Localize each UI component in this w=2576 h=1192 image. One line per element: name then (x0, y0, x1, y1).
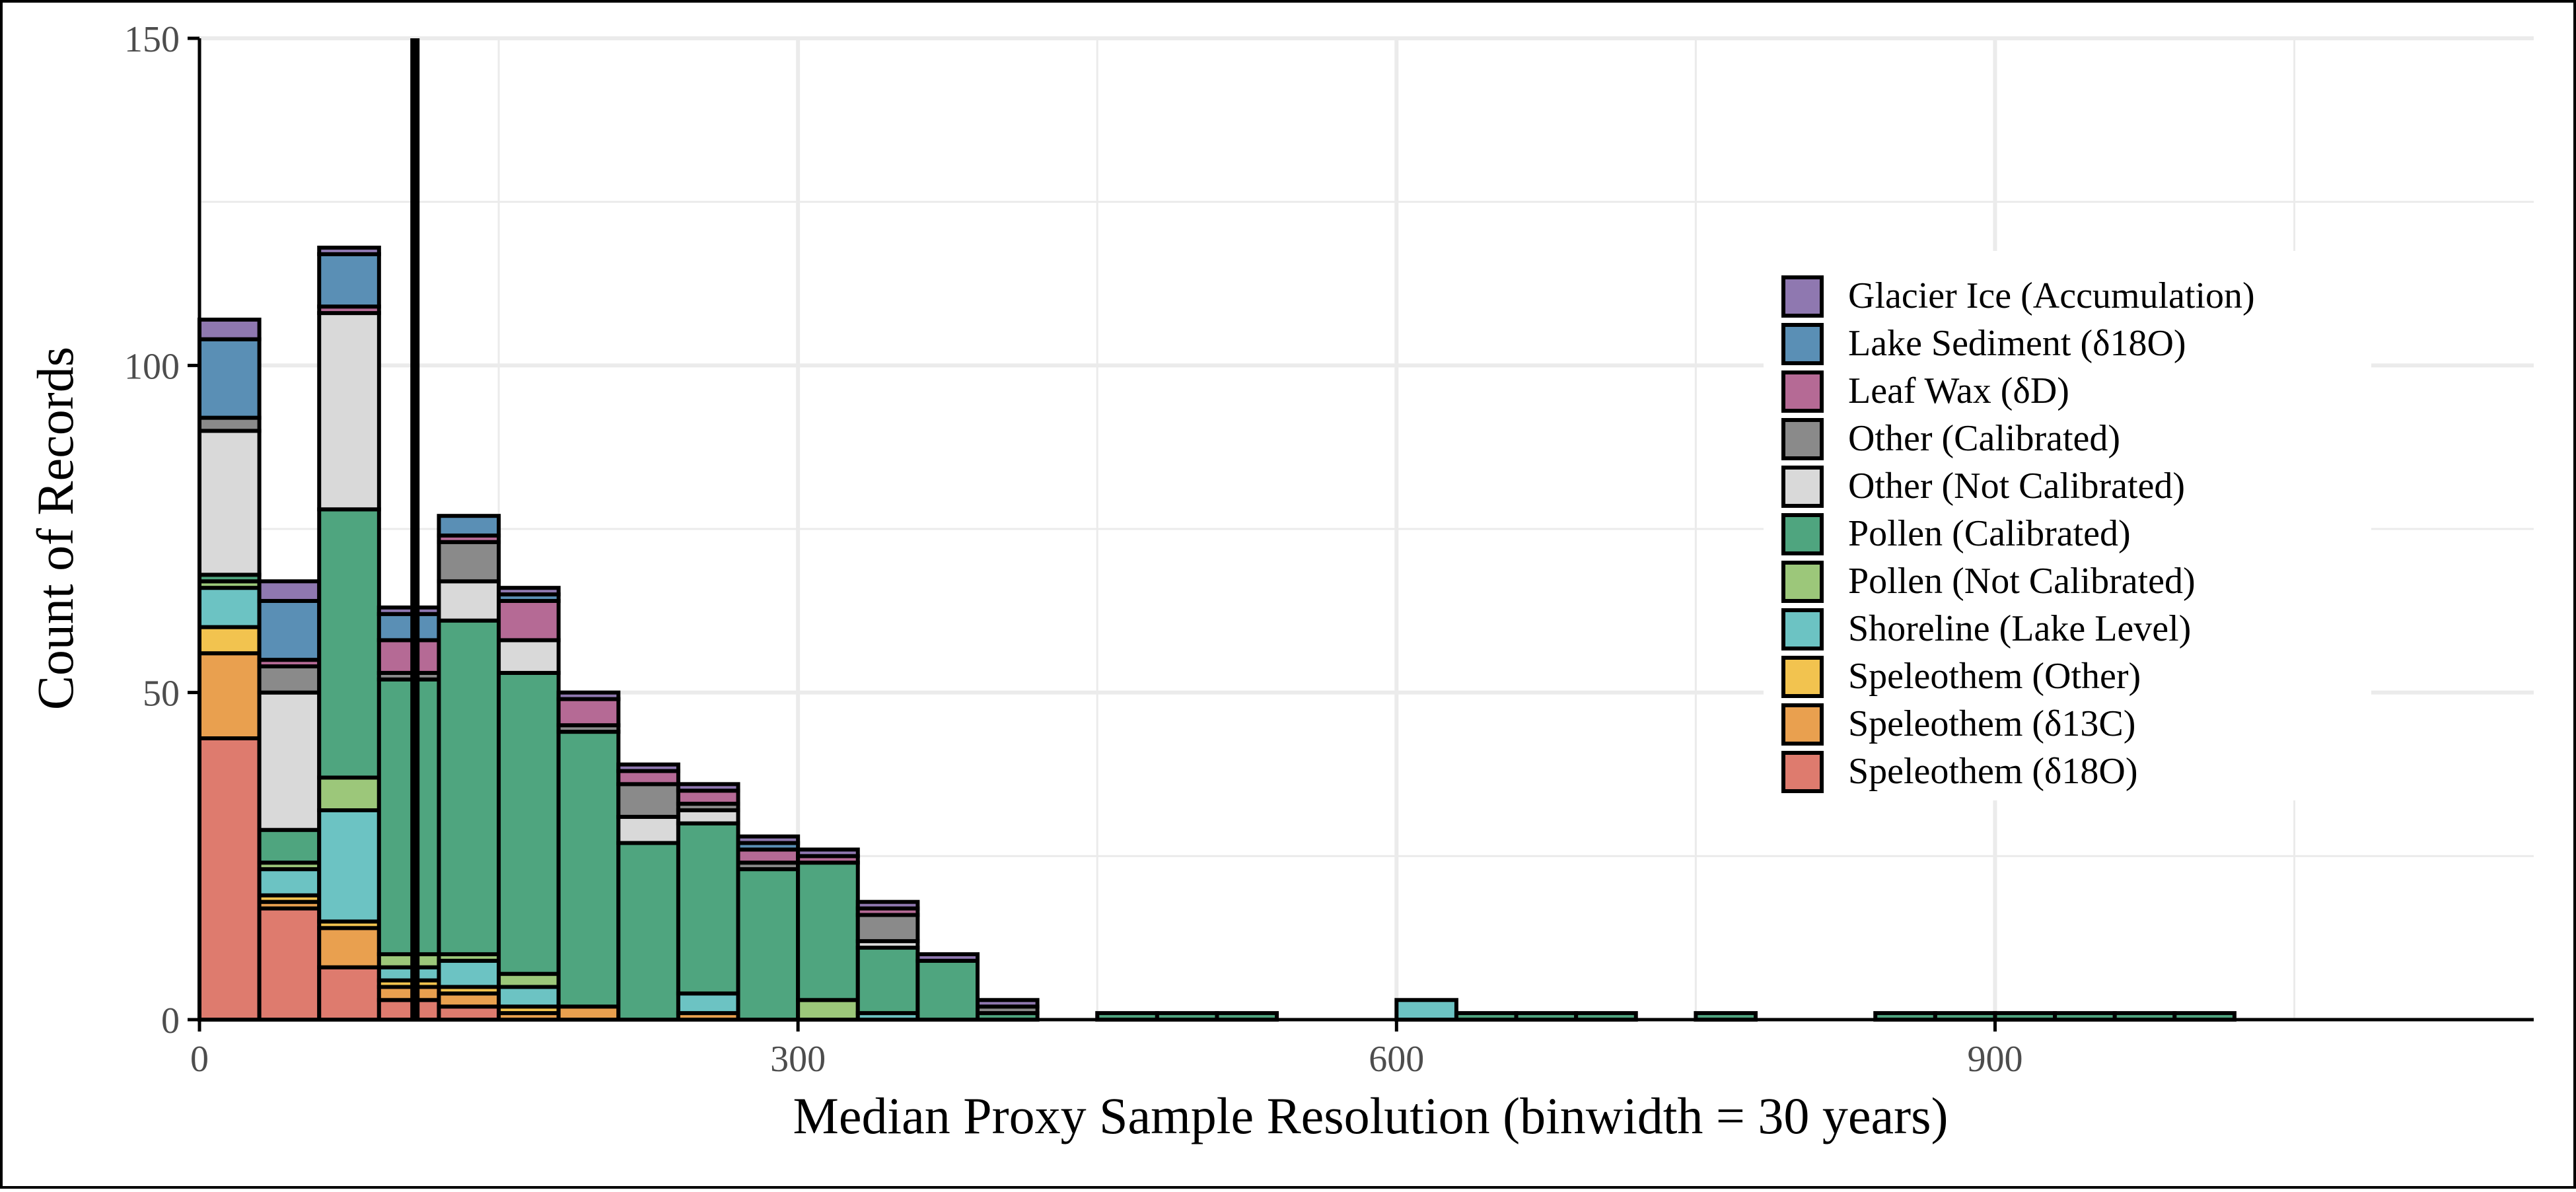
bar-segment (676, 991, 740, 1016)
legend-background (1764, 251, 2371, 800)
x-tick-label: 600 (1369, 1039, 1424, 1080)
legend-swatch (1781, 751, 1824, 793)
bar-segment (497, 670, 561, 976)
bar-segment (556, 730, 621, 1009)
legend-label: Shoreline (Lake Level) (1848, 608, 2191, 649)
legend-label: Other (Calibrated) (1848, 418, 2120, 459)
bar-segment (317, 965, 381, 1022)
x-tick-label: 0 (190, 1039, 209, 1080)
bar-segment (257, 664, 322, 695)
bar-segment (317, 775, 381, 812)
y-tick-label: 50 (143, 674, 180, 715)
bar-segment (437, 958, 501, 989)
bar-segment (197, 429, 262, 577)
bar-segment (855, 899, 920, 911)
legend-label: Lake Sediment (δ18O) (1848, 323, 2186, 364)
legend-label: Speleothem (δ13C) (1848, 703, 2135, 744)
y-tick-label: 100 (124, 346, 180, 387)
bar-segment (317, 926, 381, 969)
bar-segment (197, 317, 262, 341)
bar-segment (736, 867, 801, 1022)
legend-label: Speleothem (δ18O) (1848, 751, 2138, 792)
bar-segment (317, 507, 381, 780)
bar-segment (497, 586, 561, 597)
bar-segment (317, 246, 381, 256)
legend-swatch (1781, 418, 1824, 460)
bar-segment (556, 690, 621, 701)
bar-segment (556, 697, 621, 728)
legend-label: Glacier Ice (Accumulation) (1848, 275, 2255, 316)
bar-segment (257, 906, 322, 1022)
bar-segment (257, 579, 322, 603)
bar-segment (317, 252, 381, 309)
bar-segment (1394, 998, 1458, 1022)
bar-segment (197, 625, 262, 656)
bar-segment (676, 782, 740, 793)
bar-segment (197, 337, 262, 420)
axes-layer: 0 50 100 150 0 300 600 900 (124, 19, 2534, 1080)
bar-segment (915, 952, 980, 963)
bar-segment (317, 808, 381, 924)
bar-segment (796, 860, 860, 1002)
bar-segment (376, 612, 441, 643)
bar-segment (497, 598, 561, 643)
bars-layer (197, 38, 2236, 1022)
legend-swatch (1781, 561, 1824, 603)
legend-label: Speleothem (Other) (1848, 656, 2141, 697)
legend-swatch (1781, 608, 1824, 650)
bar-segment (497, 638, 561, 675)
legend-swatch (1781, 466, 1824, 508)
bar-segment (437, 579, 501, 623)
x-tick-label: 300 (770, 1039, 826, 1080)
bar-segment (376, 638, 441, 675)
bar-segment (197, 586, 262, 629)
bar-segment (616, 841, 680, 1022)
bar-segment (855, 913, 920, 944)
bar-segment (796, 847, 860, 859)
legend-swatch (1781, 703, 1824, 746)
bar-segment (257, 690, 322, 832)
bar-segment (437, 540, 501, 584)
bar-segment (197, 736, 262, 1022)
bar-segment (376, 605, 441, 616)
legend-swatch (1781, 275, 1824, 318)
bar-segment (497, 985, 561, 1009)
y-axis-title: Count of Records (26, 347, 84, 710)
legend-label: Pollen (Calibrated) (1848, 513, 2131, 554)
legend-swatch (1781, 513, 1824, 555)
x-axis-title: Median Proxy Sample Resolution (binwidth… (793, 1087, 1949, 1144)
legend-swatch (1781, 656, 1824, 698)
bar-segment (437, 618, 501, 956)
bar-segment (376, 998, 441, 1022)
bar-segment (855, 946, 920, 1016)
legend-label: Pollen (Not Calibrated) (1848, 561, 2196, 602)
legend-label: Other (Not Calibrated) (1848, 466, 2185, 507)
bar-segment (736, 834, 801, 845)
y-tick-label: 0 (161, 1000, 180, 1041)
y-tick-label: 150 (124, 19, 180, 60)
bar-segment (257, 827, 322, 865)
bar-segment (257, 867, 322, 897)
legend-swatch (1781, 323, 1824, 365)
bar-segment (915, 958, 980, 1022)
legend-label: Leaf Wax (δD) (1848, 370, 2069, 411)
bar-segment (616, 762, 680, 773)
bar-segment (796, 998, 860, 1022)
bar-segment (616, 782, 680, 819)
legend: Glacier Ice (Accumulation) Lake Sediment … (1764, 251, 2371, 800)
bar-segment (376, 677, 441, 956)
legend-swatch (1781, 370, 1824, 413)
bar-segment (317, 311, 381, 512)
bar-segment (976, 998, 1040, 1009)
bar-segment (437, 514, 501, 538)
x-tick-label: 900 (1967, 1039, 2022, 1080)
bar-segment (676, 821, 740, 996)
bar-segment (197, 651, 262, 741)
bar-segment (616, 814, 680, 845)
bar-segment (257, 598, 322, 662)
